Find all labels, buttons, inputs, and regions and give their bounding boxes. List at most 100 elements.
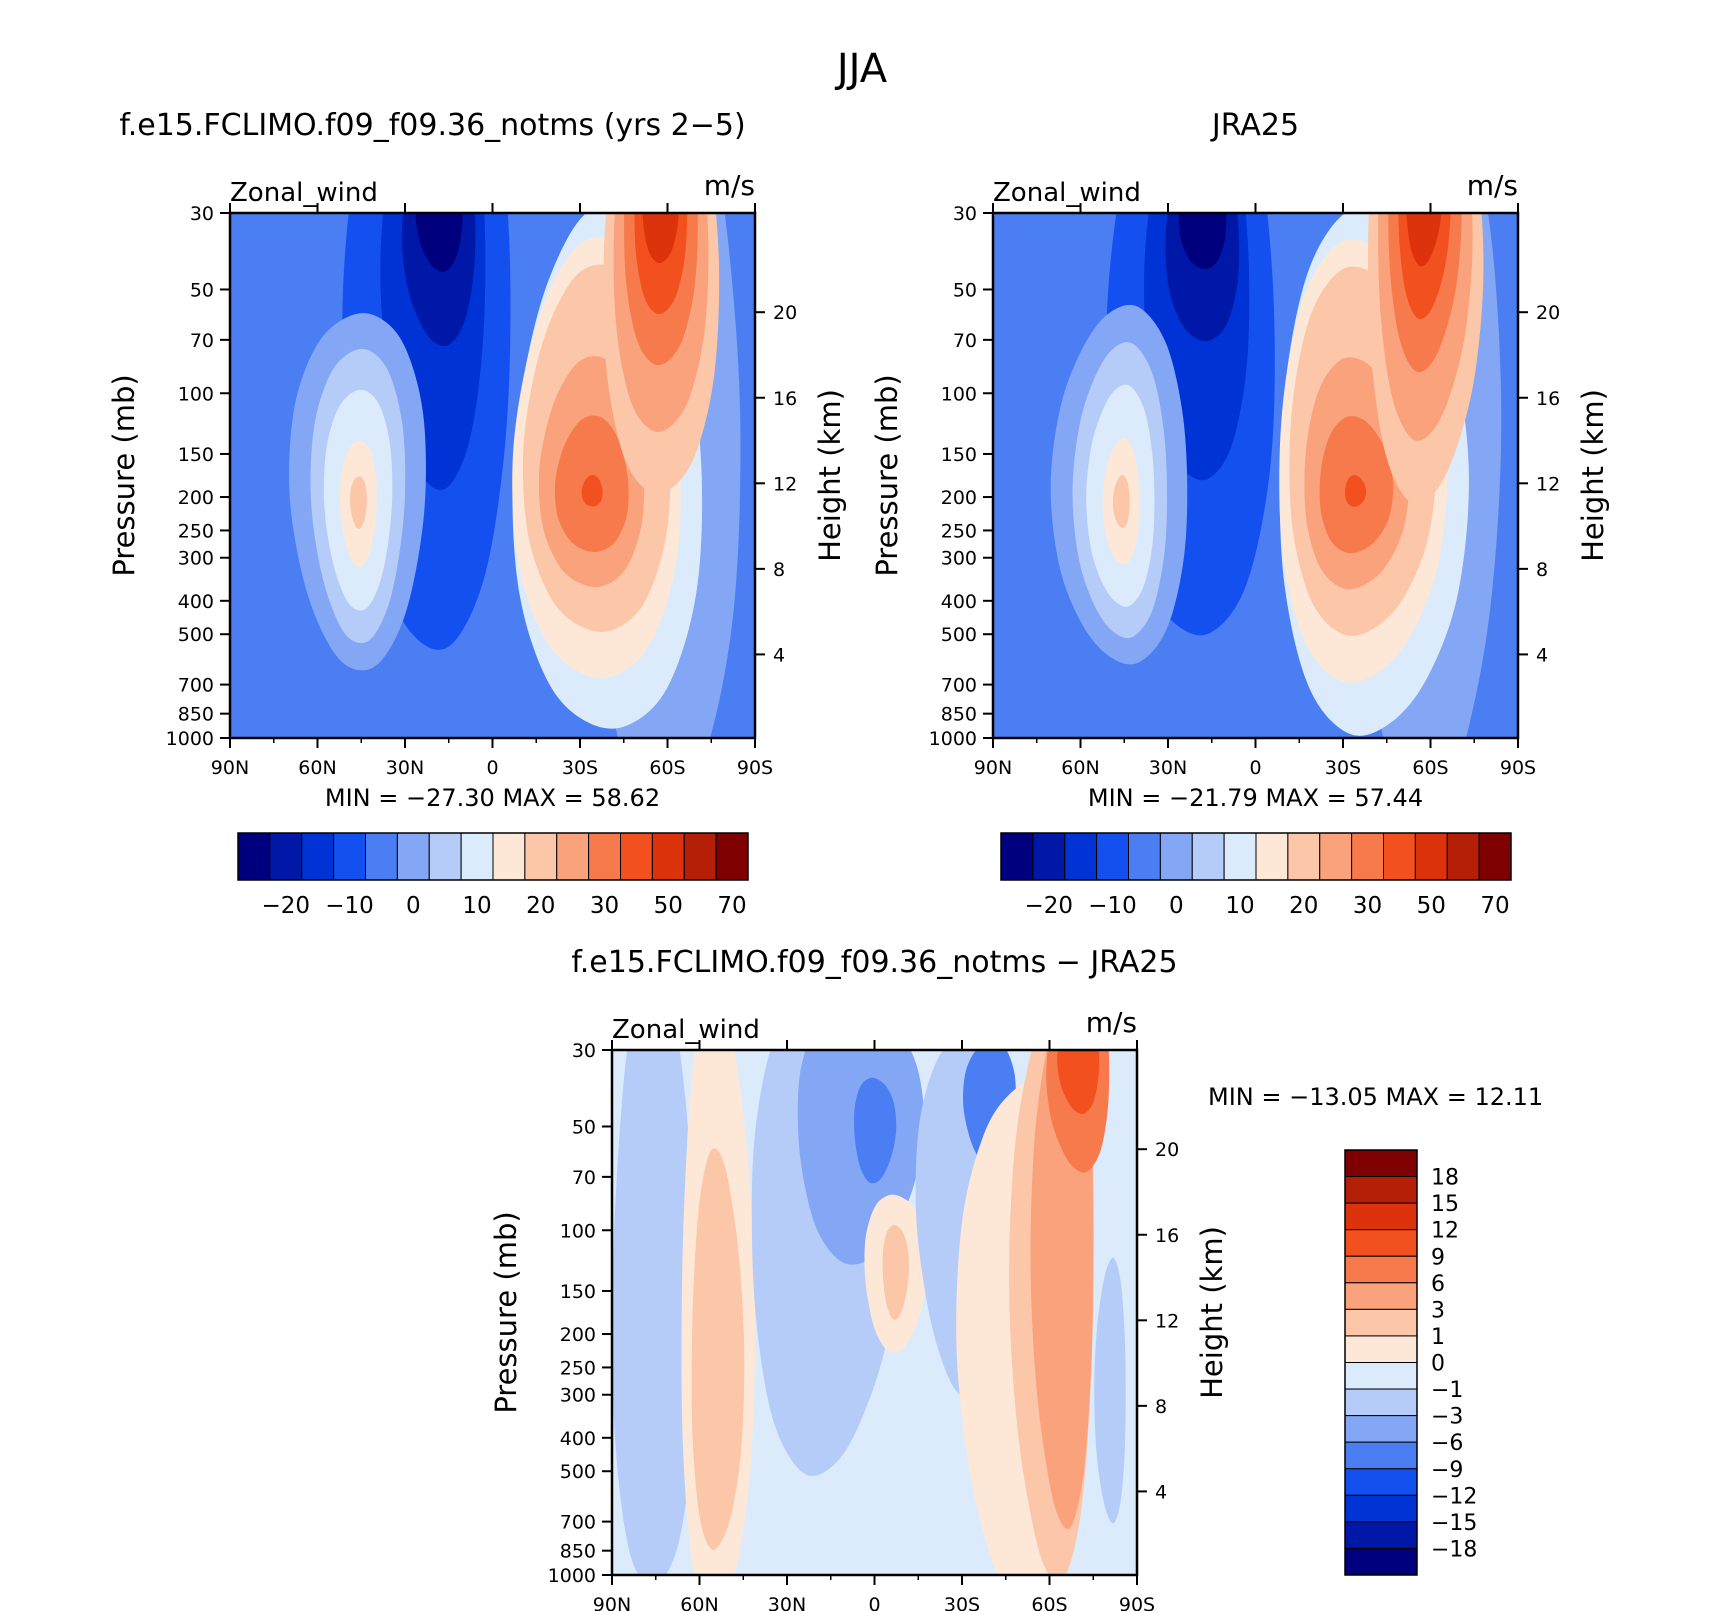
colorbar-box xyxy=(1478,832,1512,881)
colorbar-box xyxy=(1351,832,1384,881)
field-contour-3 xyxy=(1178,213,1227,270)
colorbar-label: 10 xyxy=(1225,893,1254,919)
colorbar-label: 0 xyxy=(406,893,421,919)
field-contour-20 xyxy=(1406,213,1442,267)
right-tick-label: 16 xyxy=(1536,388,1560,410)
colorbar-label: −6 xyxy=(1431,1431,1463,1456)
colorbar-label: 50 xyxy=(654,893,683,919)
colorbar-box xyxy=(428,832,462,881)
colorbar-label: −20 xyxy=(262,893,311,919)
colorbar-label: −1 xyxy=(1431,1378,1463,1403)
x-tick-label: 90N xyxy=(211,757,249,779)
diff-contour-2 xyxy=(691,1148,745,1550)
colorbar-box xyxy=(1414,832,1448,881)
min-max-stats: MIN = −13.05 MAX = 12.11 xyxy=(1208,1083,1543,1111)
colorbar-box xyxy=(1344,1149,1418,1178)
y-tick-label: 700 xyxy=(941,675,977,697)
colorbar-label: 20 xyxy=(1289,893,1318,919)
x-tick-label: 60N xyxy=(680,1594,718,1611)
colorbar-label: −12 xyxy=(1431,1484,1477,1509)
right-tick-label: 8 xyxy=(773,559,785,581)
colorbar-label: 20 xyxy=(526,893,555,919)
left-label: Zonal_wind xyxy=(993,178,1141,208)
units-label: m/s xyxy=(1086,1006,1137,1039)
panel-2: f.e15.FCLIMO.f09_f09.36_notms − JRA25 Zon… xyxy=(489,945,1543,1611)
right-tick-label: 8 xyxy=(1536,559,1548,581)
colorbar-label: 6 xyxy=(1431,1272,1445,1297)
field-contour-15 xyxy=(581,474,603,507)
colorbar-label: 70 xyxy=(1480,893,1509,919)
x-tick-label: 0 xyxy=(1249,757,1261,779)
x-tick-label: 60N xyxy=(1061,757,1099,779)
colorbar-box xyxy=(1344,1521,1418,1549)
colorbar-box xyxy=(715,832,749,881)
x-tick-label: 30N xyxy=(386,757,424,779)
field-contour-8 xyxy=(350,476,367,529)
colorbar-box xyxy=(269,832,303,881)
colorbar-box xyxy=(1255,832,1289,881)
colorbar-label: 18 xyxy=(1431,1166,1459,1191)
right-tick-label: 20 xyxy=(1536,302,1560,324)
y-tick-label: 1000 xyxy=(548,1565,596,1587)
x-tick-label: 30N xyxy=(768,1594,806,1611)
right-tick-label: 4 xyxy=(1155,1481,1167,1503)
right-tick-label: 16 xyxy=(1155,1225,1179,1247)
right-tick-label: 4 xyxy=(1536,644,1548,666)
diff-contour-0 xyxy=(612,1050,697,1575)
colorbar-label: 12 xyxy=(1431,1219,1459,1244)
panel-1: JRA25 Zonal_wind m/s 90N 60N 30N 0 30S 60S 90S 30 5… xyxy=(870,108,1610,919)
y-tick-label: 100 xyxy=(941,383,977,405)
panel-0: f.e15.FCLIMO.f09_f09.36_notms (yrs 2−5) Z… xyxy=(107,108,847,919)
y-tick-label: 300 xyxy=(560,1385,596,1407)
x-tick-label: 0 xyxy=(486,757,498,779)
y-tick-label: 200 xyxy=(178,487,214,509)
right-tick-label: 20 xyxy=(773,302,797,324)
y-tick-label: 100 xyxy=(560,1220,596,1242)
colorbar-box xyxy=(1344,1415,1418,1443)
field-contour-20 xyxy=(642,213,679,263)
y-tick-label: 250 xyxy=(941,520,977,542)
right-tick-label: 12 xyxy=(1155,1310,1179,1332)
y-tick-label: 200 xyxy=(560,1324,596,1346)
colorbar-box xyxy=(1344,1202,1418,1231)
colorbar-label: −18 xyxy=(1431,1537,1477,1562)
colorbar-box xyxy=(492,832,526,881)
colorbar-box xyxy=(620,832,653,881)
y-tick-label: 250 xyxy=(560,1357,596,1379)
right-tick-label: 12 xyxy=(773,473,797,495)
y-tick-label: 30 xyxy=(190,203,214,225)
left-label: Zonal_wind xyxy=(230,178,378,208)
colorbar-label: −20 xyxy=(1025,893,1074,919)
colorbar-box xyxy=(301,832,335,881)
y-tick-label: 1000 xyxy=(929,728,977,750)
colorbar-box xyxy=(1344,1547,1418,1576)
colorbar-box xyxy=(1344,1308,1418,1337)
y-tick-label: 50 xyxy=(572,1116,596,1138)
colorbar-label: 70 xyxy=(717,893,746,919)
x-tick-label: 60S xyxy=(1031,1594,1067,1611)
colorbar-box xyxy=(237,832,271,881)
y-tick-label: 500 xyxy=(560,1461,596,1483)
y-tick-label: 500 xyxy=(941,624,977,646)
colorbar-box xyxy=(1344,1468,1418,1496)
right-axis-label: Height (km) xyxy=(813,389,847,562)
colorbar-label: 15 xyxy=(1431,1192,1459,1217)
colorbar-box xyxy=(365,832,398,881)
y-tick-label: 850 xyxy=(560,1541,596,1563)
y-tick-label: 400 xyxy=(178,591,214,613)
field-contour-18 xyxy=(624,213,698,366)
colorbar-label: −15 xyxy=(1431,1511,1477,1536)
colorbar-label: 1 xyxy=(1431,1325,1445,1350)
colorbar-label: 30 xyxy=(1353,893,1382,919)
x-tick-label: 90N xyxy=(974,757,1012,779)
x-tick-label: 60S xyxy=(649,757,685,779)
y-tick-label: 50 xyxy=(190,279,214,301)
y-tick-label: 30 xyxy=(572,1040,596,1062)
y-axis-label: Pressure (mb) xyxy=(870,374,904,576)
x-tick-label: 90S xyxy=(1500,757,1536,779)
y-axis-label: Pressure (mb) xyxy=(489,1211,523,1413)
right-tick-label: 4 xyxy=(773,644,785,666)
y-tick-label: 400 xyxy=(560,1428,596,1450)
right-tick-label: 16 xyxy=(773,388,797,410)
min-max-stats: MIN = −21.79 MAX = 57.44 xyxy=(1088,784,1423,812)
